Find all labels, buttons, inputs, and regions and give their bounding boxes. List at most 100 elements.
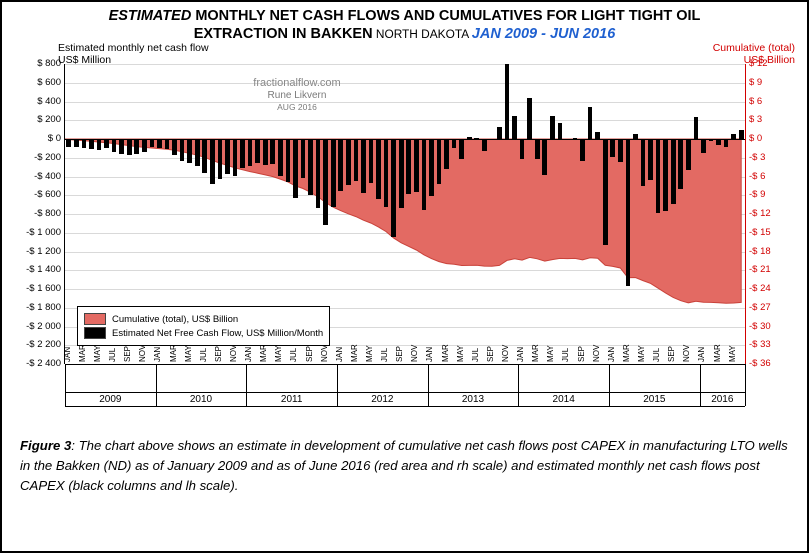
xtick-month: SEP [395,346,404,364]
cashflow-bar [459,139,464,159]
ytick-left: -$ 1 600 [11,284,65,294]
xtick-month: MAY [274,345,283,364]
xtick-month: MAR [713,344,722,364]
cashflow-bar [74,139,79,147]
year-label: 2011 [246,394,337,405]
year-label: 2016 [700,394,745,405]
ytick-right: $ 0 [745,134,789,144]
cashflow-bar [331,139,336,207]
year-label: 2013 [428,394,519,405]
xtick-month: JUL [561,348,570,364]
cashflow-bar [422,139,427,210]
watermark-l3: AUG 2016 [217,102,377,112]
xtick-month: MAY [456,345,465,364]
cashflow-bar [648,139,653,180]
title-date-range: JAN 2009 - JUN 2016 [472,26,615,42]
xtick-month: JUL [108,348,117,364]
xtick-month: MAR [441,344,450,364]
xtick-month: JUL [380,348,389,364]
xtick-month: SEP [123,346,132,364]
xtick-month: NOV [682,345,691,364]
cashflow-bar [202,139,207,173]
ytick-right: -$ 9 [745,190,789,200]
cashflow-bar [520,139,525,159]
xtick-month: SEP [214,346,223,364]
caption-text: : The chart above shows an estimate in d… [20,438,788,493]
xtick-month: MAY [728,345,737,364]
watermark-l1: fractionalflow.com [217,77,377,90]
cashflow-bar [641,139,646,186]
cashflow-bar [112,139,117,152]
xtick-month: MAR [531,344,540,364]
ytick-left: -$ 600 [11,190,65,200]
title-sub: NORTH DAKOTA [373,27,472,41]
xtick-month: JAN [63,347,72,364]
cashflow-bar [391,139,396,237]
cashflow-bar [686,139,691,170]
ytick-left: -$ 2 200 [11,340,65,350]
cashflow-bar [444,139,449,169]
legend-row-cumulative: Cumulative (total), US$ Billion [84,313,323,325]
cashflow-bar [165,139,170,149]
cashflow-bar [588,107,593,139]
cashflow-bar [187,139,192,163]
ytick-right: -$ 24 [745,284,789,294]
title-main2: EXTRACTION IN BAKKEN [194,26,373,42]
cashflow-bar [505,64,510,139]
xtick-month: JAN [607,347,616,364]
ytick-left: $ 400 [11,97,65,107]
ytick-right: -$ 15 [745,228,789,238]
ytick-left: -$ 1 400 [11,265,65,275]
ytick-left: $ 0 [11,134,65,144]
ytick-right: $ 12 [745,59,789,69]
cashflow-bar [414,139,419,192]
xtick-month: MAR [78,344,87,364]
title-rest1: MONTHLY NET CASH FLOWS AND CUMULATIVES F… [191,8,700,24]
ytick-right: $ 6 [745,97,789,107]
cashflow-bar [354,139,359,181]
cashflow-bar [301,139,306,178]
year-label: 2010 [156,394,247,405]
legend: Cumulative (total), US$ Billion Estimated… [77,306,330,346]
figure-frame: { "title": { "line1_italic": "ESTIMATED"… [0,0,809,553]
cashflow-bar [195,139,200,166]
cashflow-bar [338,139,343,191]
cashflow-bar [134,139,139,154]
cashflow-bar [210,139,215,184]
cashflow-bar [270,139,275,164]
cashflow-bar [157,139,162,148]
xtick-month: MAR [169,344,178,364]
cashflow-bar [180,139,185,161]
cashflow-bar [671,139,676,204]
cashflow-bar [663,139,668,211]
cashflow-bar [535,139,540,159]
ytick-right: -$ 33 [745,340,789,350]
cashflow-bar [406,139,411,194]
left-axis-title: Estimated monthly net cash flow US$ Mill… [58,42,209,66]
cashflow-bar [248,139,253,166]
ytick-right: -$ 27 [745,303,789,313]
ytick-left: -$ 200 [11,153,65,163]
xtick-month: MAY [184,345,193,364]
plot-area: $ 800$ 12$ 600$ 9$ 400$ 6$ 200$ 3$ 0$ 0-… [64,64,746,364]
plot-bottom-border [65,364,745,365]
cashflow-bar [550,116,555,139]
cashflow-bar [739,130,744,139]
xtick-month: JAN [697,347,706,364]
cashflow-bar [558,123,563,139]
year-label: 2009 [65,394,156,405]
cashflow-bar [429,139,434,196]
ytick-left: -$ 800 [11,209,65,219]
legend-label-bar: Estimated Net Free Cash Flow, US$ Millio… [112,328,323,339]
year-separator [745,364,746,406]
xtick-month: JAN [516,347,525,364]
ytick-left: $ 200 [11,115,65,125]
year-label: 2012 [337,394,428,405]
cashflow-bar [346,139,351,185]
cashflow-bar [361,139,366,193]
cashflow-bar [150,139,155,147]
ytick-right: $ 3 [745,115,789,125]
ytick-left: -$ 400 [11,172,65,182]
title-estimated: ESTIMATED [109,8,192,24]
cashflow-bar [399,139,404,208]
